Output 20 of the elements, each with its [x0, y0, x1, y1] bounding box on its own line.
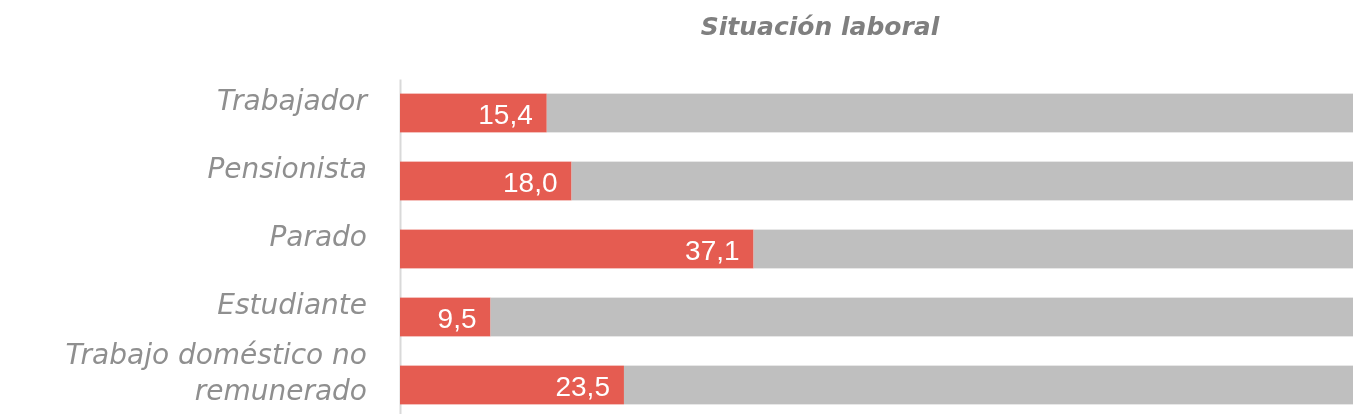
bar: [400, 93, 547, 133]
bar: [400, 229, 754, 269]
data-label: 9,5: [437, 302, 477, 334]
bar: [753, 229, 1353, 269]
y-tick-label: Trabajo doméstico no remunerado: [65, 338, 367, 407]
bar: [400, 365, 624, 405]
bar: [623, 365, 1353, 405]
bar: [490, 297, 1353, 337]
bar: [400, 161, 572, 201]
y-tick-label: Trabajador: [217, 84, 369, 117]
chart-title: Situación laboral: [700, 12, 940, 41]
data-label: 15,4: [478, 98, 533, 130]
bar: [546, 93, 1353, 133]
y-tick-label: Estudiante: [217, 288, 367, 321]
data-label: 18,0: [503, 166, 558, 198]
data-label: 23,5: [555, 370, 610, 402]
bar: [571, 161, 1353, 201]
y-tick-label: Parado: [269, 220, 367, 253]
data-label: 37,1: [685, 234, 740, 266]
y-tick-label: Pensionista: [207, 152, 367, 185]
